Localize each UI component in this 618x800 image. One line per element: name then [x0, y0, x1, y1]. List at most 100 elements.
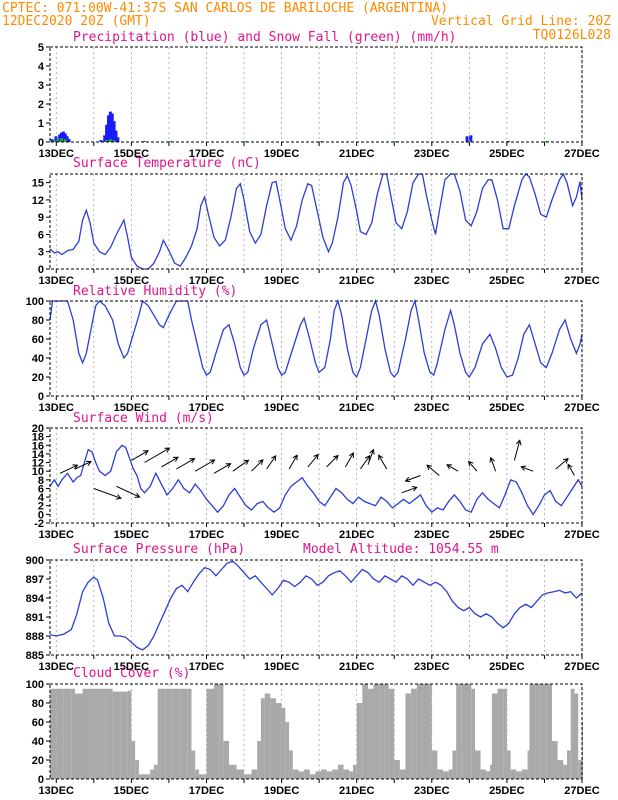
header-grid-note: Vertical Grid Line: 20Z: [431, 14, 611, 29]
cloud-bar: [497, 688, 504, 779]
y-tick-label: 888: [26, 631, 44, 643]
wind-arrow: [520, 465, 534, 472]
y-tick-label: 885: [26, 650, 44, 662]
cloud-bar: [486, 771, 490, 779]
y-tick-label: 20: [32, 423, 44, 435]
cloud-bar: [75, 693, 83, 779]
y-tick-label: 12: [32, 195, 44, 207]
cloud-bar: [264, 693, 271, 779]
x-date-label: 21DEC: [339, 661, 375, 673]
cloud-bar: [529, 684, 536, 779]
precip-bar: [58, 134, 62, 142]
cloud-bar: [379, 684, 385, 779]
x-date-label: 21DEC: [339, 148, 375, 160]
y-tick-label: 4: [38, 492, 45, 504]
wind-arrow: [161, 456, 179, 468]
x-date-label: 27DEC: [564, 661, 600, 673]
y-tick-label: 20: [32, 755, 44, 767]
wind-arrow: [555, 458, 569, 470]
cloud-bar: [337, 764, 344, 779]
series-line: [49, 444, 583, 516]
x-date-label: 25DEC: [489, 148, 525, 160]
x-date-label: 19DEC: [264, 529, 300, 541]
header-model-code: TQ0126L028: [533, 28, 611, 43]
cloud-bar: [373, 684, 380, 779]
snow-bar: [544, 141, 548, 142]
cloud-bar: [165, 688, 173, 779]
y-tick-label: -2: [34, 518, 44, 530]
wind-arrow: [489, 456, 497, 472]
panel-frame: [49, 683, 583, 780]
precip-bar: [108, 111, 112, 142]
y-tick-label: 80: [32, 698, 44, 710]
cloud-bar: [50, 688, 57, 779]
cloud-bar: [120, 691, 128, 779]
panel-annotation: Model Altitude: 1054.55 m: [303, 542, 499, 557]
wind-arrow: [266, 455, 277, 470]
precip-bar: [60, 132, 64, 142]
snow-bar: [52, 140, 56, 142]
x-date-label: 15DEC: [114, 661, 150, 673]
panel-title: Relative Humidity (%): [73, 284, 237, 299]
cloud-bar: [127, 690, 132, 779]
cloud-bar: [428, 684, 432, 779]
cloud-bar: [461, 684, 468, 779]
x-date-label: 15DEC: [114, 529, 150, 541]
cloud-bar: [527, 750, 530, 779]
cloud-bar: [244, 774, 252, 779]
panel-frame: [49, 300, 583, 397]
wind-arrow: [344, 452, 354, 468]
cloud-bar: [557, 760, 564, 779]
cloud-bar: [448, 769, 453, 779]
wind-arrow: [116, 485, 141, 498]
cloud-bar: [521, 769, 528, 779]
x-date-label: 19DEC: [264, 661, 300, 673]
cloud-bar: [474, 750, 481, 779]
x-date-label: 17DEC: [189, 785, 225, 797]
x-date-label: 17DEC: [189, 402, 225, 414]
cloud-bar: [187, 688, 192, 779]
wind-arrow: [404, 475, 421, 483]
wind-arrow: [74, 460, 92, 470]
panel-frame: [49, 46, 583, 143]
cloud-bar: [480, 769, 487, 779]
x-date-label: 23DEC: [414, 275, 450, 287]
cloud-bar: [563, 764, 567, 779]
cloud-bar: [574, 693, 579, 779]
x-date-label: 15DEC: [114, 275, 150, 287]
cloud-bar: [416, 684, 423, 779]
y-tick-label: 60: [32, 334, 44, 346]
cloud-bar: [105, 688, 113, 779]
wind-arrow: [378, 454, 388, 470]
snow-bar: [394, 141, 398, 142]
x-date-label: 25DEC: [489, 661, 525, 673]
cloud-bar: [298, 771, 305, 779]
y-tick-label: 0: [38, 264, 44, 276]
x-date-label: 13DEC: [39, 148, 75, 160]
cloud-bar: [153, 764, 158, 779]
cloud-bar: [388, 688, 395, 779]
x-date-label: 27DEC: [564, 785, 600, 797]
y-tick-label: 10: [32, 466, 44, 478]
precip-bar: [465, 136, 469, 142]
wind-arrow: [59, 464, 79, 474]
y-tick-label: 60: [32, 717, 44, 729]
cloud-bar: [422, 684, 429, 779]
y-tick-label: 894: [26, 593, 45, 605]
cloud-bar: [356, 703, 363, 779]
precip-bar: [54, 136, 58, 142]
x-date-label: 27DEC: [564, 275, 600, 287]
snow-bar: [168, 141, 172, 142]
panel-frame: [49, 173, 583, 270]
precip-bar: [469, 135, 473, 142]
cloud-bar: [582, 722, 583, 779]
cloud-bar: [172, 688, 181, 779]
y-tick-label: 3: [38, 80, 44, 92]
cloud-bar: [367, 688, 374, 779]
cloud-bar: [275, 703, 282, 779]
precip-bar: [142, 141, 146, 142]
cloud-bar: [157, 688, 166, 779]
cloud-bar: [315, 771, 322, 779]
cloud-bar: [471, 688, 475, 779]
cloud-bar: [289, 750, 293, 779]
